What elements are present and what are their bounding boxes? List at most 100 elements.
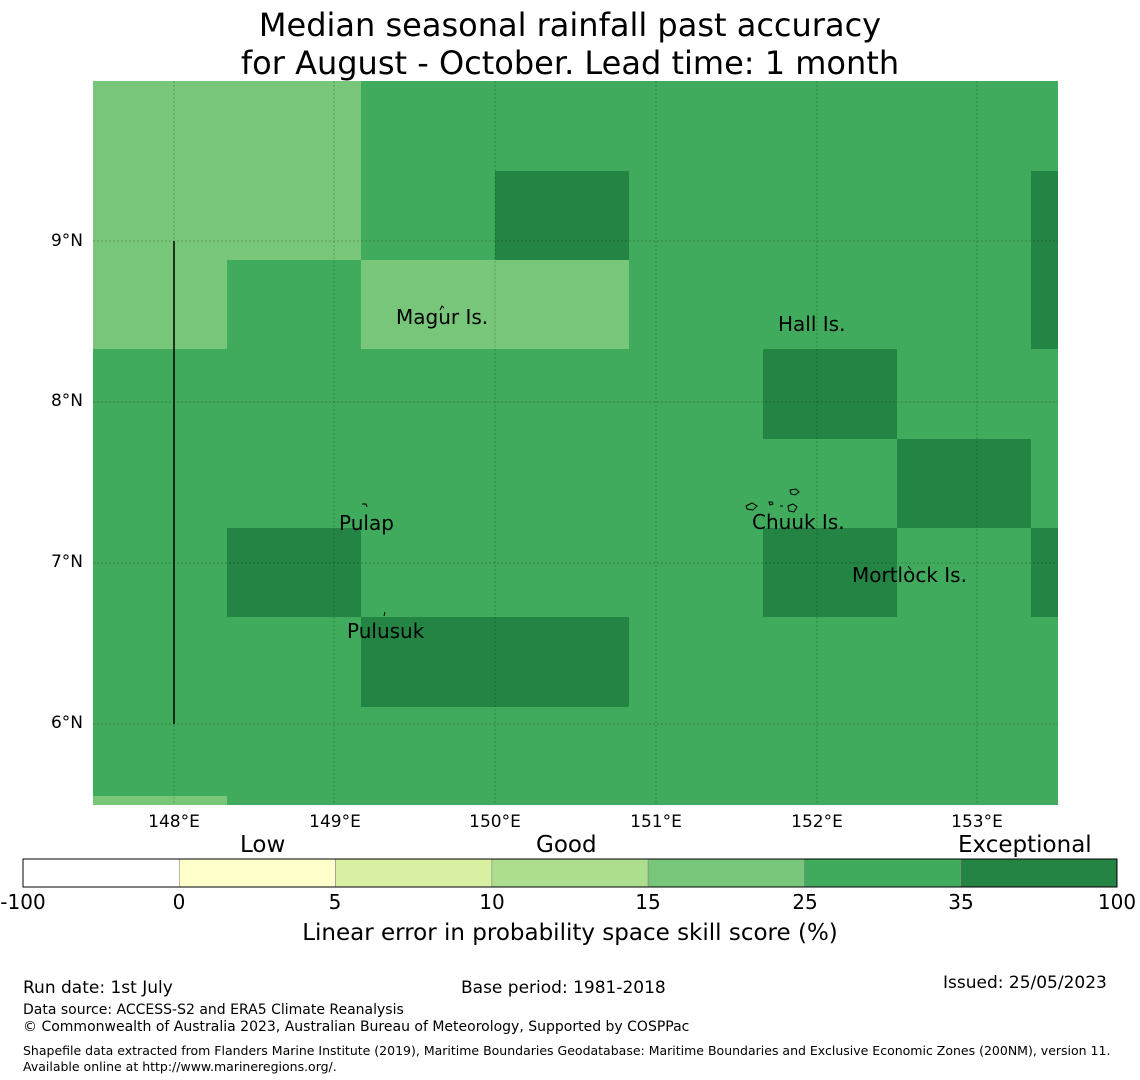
grid-cell — [361, 617, 495, 707]
grid-cell — [897, 528, 1031, 617]
colorbar-tick: -100 — [0, 890, 46, 914]
grid-cell — [227, 349, 361, 439]
grid-cell — [897, 707, 1031, 796]
colorbar-outline — [22, 858, 1118, 888]
colorbar-segment — [647, 858, 805, 888]
grid-cell — [1031, 439, 1058, 528]
grid-cell — [629, 81, 763, 171]
grid-cell — [227, 617, 361, 707]
grid-cell — [629, 796, 763, 805]
grid-cell — [361, 81, 495, 171]
colorbar-category-good: Good — [536, 832, 597, 858]
grid-cell — [227, 81, 361, 171]
chuuk-island-outline-1 — [745, 502, 758, 511]
grid-cell — [495, 171, 629, 260]
colorbar-category-exceptional: Exceptional — [958, 832, 1092, 858]
lon-label-150: 150°E — [469, 812, 521, 832]
grid-cell — [763, 349, 897, 439]
grid-cell — [361, 528, 495, 617]
place-label-chuuk: Chuuk Is. — [752, 510, 845, 534]
grid-cell — [629, 707, 763, 796]
colorbar-tick: 15 — [635, 890, 661, 914]
grid-cell — [227, 171, 361, 260]
copyright-notice: © Commonwealth of Australia 2023, Austra… — [23, 1019, 690, 1035]
grid-cell — [1031, 260, 1058, 349]
colorbar-tick: 10 — [479, 890, 505, 914]
colorbar — [22, 858, 1118, 888]
grid-cell — [763, 617, 897, 707]
grid-cell — [227, 260, 361, 349]
grid-cell — [93, 81, 227, 171]
chuuk-island-outline-4 — [787, 503, 798, 513]
place-label-magur: Magur Is. — [396, 305, 489, 329]
island-outlines — [362, 305, 912, 617]
chuuk-island-outline-3 — [789, 488, 800, 496]
colorbar-tick: 100 — [1097, 890, 1137, 914]
lon-label-151: 151°E — [630, 812, 682, 832]
lat-label-7: 7°N — [50, 552, 83, 572]
grid-cell — [93, 796, 227, 805]
grid-cell — [495, 81, 629, 171]
grid-cell — [495, 617, 629, 707]
grid-cell — [1031, 796, 1058, 805]
grid-cell — [1031, 707, 1058, 796]
grid-cell — [495, 349, 629, 439]
grid-cell — [227, 528, 361, 617]
grid-cell — [227, 796, 361, 805]
grid-cell — [763, 796, 897, 805]
grid-cell — [629, 617, 763, 707]
pulap-island-outline — [362, 503, 368, 508]
skill-score-grid — [93, 81, 1058, 805]
grid-cell — [763, 707, 897, 796]
place-label-pulap: Pulap — [339, 511, 394, 535]
lat-label-8: 8°N — [50, 391, 83, 411]
data-source: Data source: ACCESS-S2 and ERA5 Climate … — [23, 1002, 404, 1018]
lat-label-6: 6°N — [50, 713, 83, 733]
grid-cell — [897, 260, 1031, 349]
grid-cell — [763, 171, 897, 260]
mortlock-island-outline — [907, 565, 912, 571]
colorbar-category-low: Low — [240, 832, 286, 858]
grid-cell — [763, 439, 897, 528]
grid-cell — [361, 707, 495, 796]
grid-cell — [361, 439, 495, 528]
grid-cell — [361, 796, 495, 805]
chart-title-line1: Median seasonal rainfall past accuracy — [258, 6, 882, 44]
grid-cell — [629, 528, 763, 617]
colorbar-tick: 35 — [948, 890, 974, 914]
colorbar-tick: 25 — [792, 890, 818, 914]
grid-cell — [763, 260, 897, 349]
grid-cell — [1031, 617, 1058, 707]
colorbar-segment — [491, 858, 649, 888]
grid-cell — [897, 439, 1031, 528]
grid-cell — [897, 349, 1031, 439]
chart-title-line2: for August - October. Lead time: 1 month — [240, 44, 900, 82]
grid-cell — [629, 171, 763, 260]
grid-cell — [361, 349, 495, 439]
grid-cell — [227, 707, 361, 796]
lon-label-148: 148°E — [148, 812, 200, 832]
grid-cell — [1031, 171, 1058, 260]
grid-cell — [93, 260, 227, 349]
colorbar-tick: 0 — [172, 890, 186, 914]
lon-label-149: 149°E — [309, 812, 361, 832]
place-label-mortlock: Mortlock Is. — [852, 563, 967, 587]
grid-cell — [897, 617, 1031, 707]
grid-cell — [763, 528, 897, 617]
colorbar-segment — [804, 858, 962, 888]
grid-cell — [629, 260, 763, 349]
grid-cell — [897, 796, 1031, 805]
grid-cell — [93, 707, 227, 796]
place-label-pulusuk: Pulusuk — [347, 619, 425, 643]
grid-cell — [495, 796, 629, 805]
grid-cell — [495, 707, 629, 796]
grid-cell — [93, 528, 227, 617]
grid-cell — [897, 81, 1031, 171]
lat-label-9: 9°N — [50, 231, 83, 251]
grid-cell — [1031, 81, 1058, 171]
base-period: Base period: 1981-2018 — [461, 978, 666, 998]
grid-cell — [227, 439, 361, 528]
grid-cell — [93, 349, 227, 439]
grid-cell — [1031, 349, 1058, 439]
